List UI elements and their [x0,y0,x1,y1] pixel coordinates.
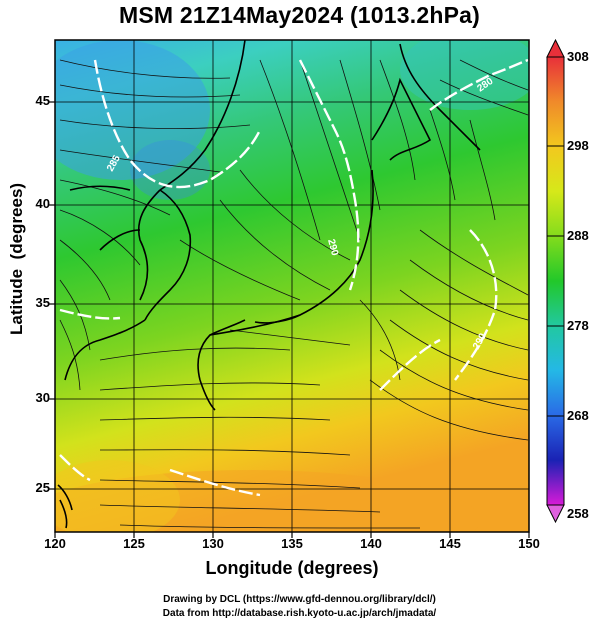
contour-label: 290 [325,238,340,257]
x-tick-label: 145 [439,536,461,551]
credit-drawing: Drawing by DCL (https://www.gfd-dennou.o… [163,594,436,605]
colorbar-label: 298 [567,138,589,153]
colorbar-label: 288 [567,228,589,243]
y-tick-label: 40 [35,196,50,211]
x-axis-label: Longitude (degrees) [205,558,379,578]
coastlines [57,40,481,529]
y-tick-label: 25 [35,480,50,495]
x-tick-label: 135 [281,536,303,551]
credit-data: Data from http://database.rish.kyoto-u.a… [162,608,437,619]
colorbar-label: 268 [567,408,589,423]
grid-lines [55,40,529,532]
y-tick-label: 30 [35,390,50,405]
streamlines [59,59,529,529]
colorbar [546,38,565,524]
chart-title: MSM 21Z14May2024 (1013.2hPa) [118,2,480,28]
colorbar-max-arrow [546,38,565,58]
y-axis-label: Latitude (degrees) [7,182,26,335]
colorbar-label: 278 [567,318,589,333]
colorbar-label: 258 [567,506,589,521]
x-tick-label: 140 [360,536,382,551]
colorbar-min-arrow [546,504,565,524]
colorbar-label: 308 [567,49,589,64]
tick-marks [49,101,530,538]
temperature-contours [59,58,529,497]
x-tick-label: 120 [44,536,66,551]
y-tick-label: 35 [35,295,50,310]
x-tick-label: 130 [202,536,224,551]
y-tick-label: 45 [35,93,50,108]
x-tick-label: 125 [123,536,145,551]
x-tick-label: 150 [518,536,540,551]
